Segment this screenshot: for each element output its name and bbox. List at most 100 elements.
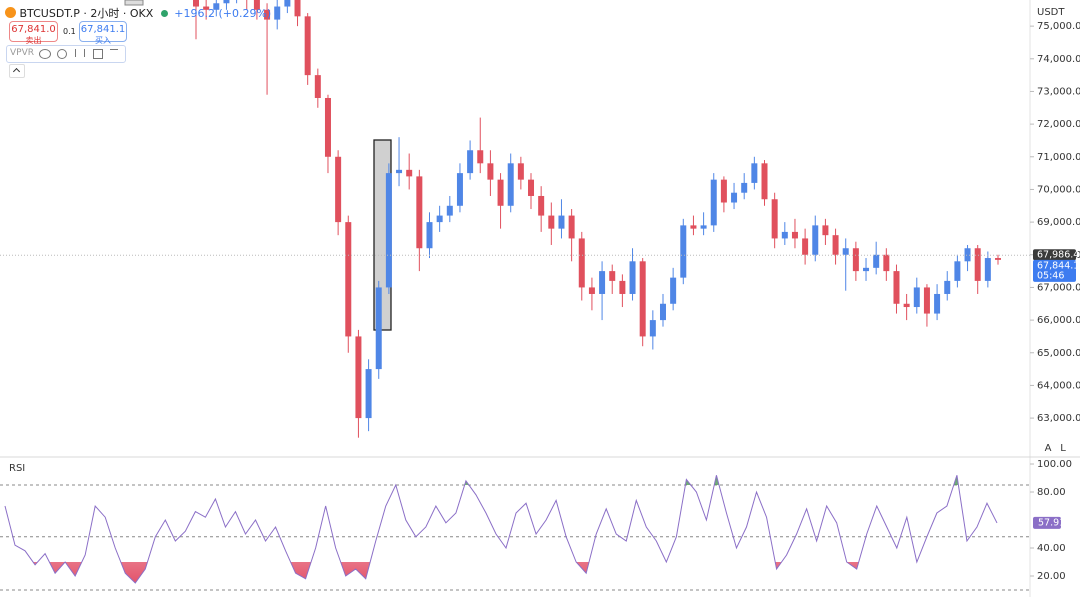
candle-body (497, 179, 504, 206)
candle-body (264, 9, 271, 20)
candle-body (203, 6, 210, 10)
candle-body (375, 287, 382, 370)
candle-body (507, 163, 514, 206)
y-tick-label: 66,000.0 (1037, 315, 1080, 326)
candle-body (629, 261, 636, 294)
candle-body (487, 163, 494, 180)
candle-body (223, 0, 230, 4)
candle-body (710, 179, 717, 226)
buy-price: 67,841.1 (80, 24, 126, 35)
source-icon[interactable] (75, 49, 85, 57)
y-tick-label: 80.00 (1037, 487, 1066, 498)
candle-body (751, 163, 758, 183)
rsi-title: RSI (9, 463, 25, 474)
symbol-row: BTCUSDT.P · 2小时 · OKX +196.2 (+0.29%) (5, 5, 271, 21)
drawing (124, 0, 144, 6)
y-tick-label: 40.00 (1037, 543, 1066, 554)
auto-button[interactable]: A (1045, 443, 1052, 454)
candle-body (274, 6, 281, 20)
y-tick-label: 74,000.0 (1037, 54, 1080, 65)
candle-body (873, 254, 880, 268)
candle-body (883, 254, 890, 272)
candle-body (913, 287, 920, 308)
y-tick-label: 70,000.0 (1037, 184, 1080, 195)
candle-body (538, 195, 545, 216)
y-tick-label: 20.00 (1037, 571, 1066, 582)
y-tick-label: 100.00 (1037, 459, 1072, 470)
candle-body (893, 271, 900, 304)
y-tick-label: 69,000.0 (1037, 217, 1080, 228)
candles (193, 0, 1001, 438)
price-label-bg (1033, 249, 1076, 261)
candle-body (995, 258, 1001, 260)
settings-icon[interactable] (57, 49, 67, 59)
candle-body (426, 222, 433, 249)
candle-body (284, 0, 291, 7)
price-label: 67,844.1 (1037, 260, 1079, 271)
candle-body (863, 267, 870, 272)
sell-button[interactable]: 67,841.0 卖出 (9, 21, 58, 45)
candle-body (731, 192, 738, 203)
candle-body (944, 280, 951, 294)
candle-body (446, 205, 453, 216)
candle-body (588, 287, 595, 294)
candle-body (954, 261, 961, 281)
candle-body (599, 271, 606, 294)
candle-body (456, 173, 463, 206)
y-tick-label: 73,000.0 (1037, 86, 1080, 97)
candle-body (517, 163, 524, 180)
candle-body (365, 369, 372, 419)
candle-body (609, 271, 616, 281)
candle-body (649, 320, 656, 337)
candle-body (193, 0, 199, 7)
candle-body (690, 225, 697, 229)
candle-body (852, 248, 859, 272)
candle-body (467, 150, 474, 174)
candle-body (355, 336, 362, 419)
candle-body (528, 179, 535, 196)
candle-body (314, 75, 321, 98)
price-label: 67,986.4 (1037, 250, 1079, 261)
candle-body (791, 231, 798, 239)
status-dot (160, 10, 168, 17)
y-tick-label: 64,000.0 (1037, 380, 1080, 391)
y-tick-label: 63,000.0 (1037, 413, 1080, 424)
candle-body (984, 258, 991, 281)
log-button[interactable]: L (1060, 443, 1066, 454)
y-tick-label: 71,000.0 (1037, 152, 1080, 163)
candle-body (822, 225, 829, 236)
candle-body (619, 280, 626, 294)
delete-icon[interactable] (93, 49, 103, 59)
candle-body (639, 261, 646, 337)
price-label-bg (1033, 259, 1076, 282)
candle-body (741, 182, 748, 193)
sell-price: 67,841.0 (11, 24, 56, 35)
candle-body (680, 225, 687, 278)
candle-body (761, 163, 768, 200)
collapse-button[interactable] (9, 64, 25, 78)
indicator-name[interactable]: VPVR (10, 48, 34, 58)
candle-body (213, 3, 220, 10)
rsi-line (4, 475, 998, 584)
candle-body (416, 176, 423, 249)
candle-body (335, 156, 342, 223)
eye-icon[interactable] (39, 49, 51, 59)
candle-body (771, 199, 778, 239)
indicator-toolbar: VPVR (6, 45, 126, 63)
oversold-fill (5, 562, 997, 584)
buy-label: 买入 (95, 36, 111, 45)
more-icon[interactable] (110, 49, 118, 58)
candle-body (324, 97, 331, 157)
candle-body (304, 16, 311, 76)
symbol[interactable]: BTCUSDT.P · 2小时 · OKX (19, 7, 154, 20)
value-label: 57.91 (1038, 517, 1065, 528)
y-tick-label: 75,000.0 (1037, 21, 1080, 32)
quantity[interactable]: 0.1 (63, 27, 76, 36)
candle-body (558, 215, 565, 229)
candle-body (253, 0, 260, 10)
candle-body (812, 225, 819, 255)
buy-button[interactable]: 67,841.1 买入 (79, 21, 127, 45)
change: +196.2 (+0.29%) (174, 7, 272, 20)
